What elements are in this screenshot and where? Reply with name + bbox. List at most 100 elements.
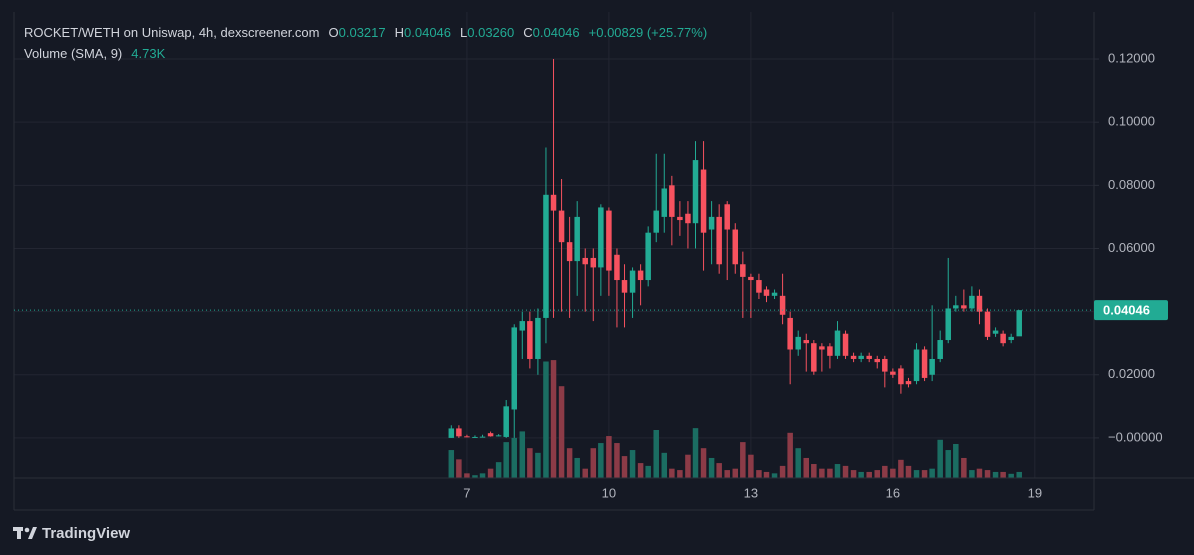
symbol: ROCKET/WETH on Uniswap, 4h, dexscreener.…	[24, 25, 320, 40]
candle-body	[921, 349, 928, 378]
volume-bar	[708, 457, 715, 478]
candle-body	[550, 194, 557, 211]
candle-body	[874, 358, 880, 363]
candle-body	[629, 270, 636, 293]
x-tick-label: 7	[463, 485, 470, 500]
volume-bar	[582, 468, 588, 478]
last-price-box	[1094, 300, 1168, 321]
volume-bar	[543, 361, 549, 478]
volume-value: 4.73K	[131, 46, 166, 61]
volume-bar	[614, 443, 620, 478]
volume-bar	[448, 450, 455, 478]
candle-body	[819, 346, 825, 350]
volume-bar	[511, 437, 517, 478]
candle-body	[882, 358, 888, 372]
candle-body	[685, 213, 691, 224]
candle-body	[771, 292, 778, 296]
y-tick-label: 0.10000	[1108, 114, 1155, 129]
candle-body	[598, 207, 604, 268]
candle-body	[621, 280, 628, 293]
candle-body	[708, 216, 715, 230]
candle-body	[582, 257, 588, 265]
volume-bar	[961, 457, 967, 478]
volume-bar	[850, 470, 857, 478]
volume-bar	[661, 452, 668, 478]
candle-body	[748, 276, 754, 281]
candle-body	[756, 280, 762, 293]
candle-body	[535, 317, 541, 359]
volume-bar	[834, 464, 841, 478]
candle-body	[724, 204, 730, 230]
candle-body	[945, 308, 951, 341]
x-tick-label: 16	[886, 485, 900, 500]
candle-body	[464, 436, 470, 438]
plot	[448, 59, 1022, 478]
c-label: C	[523, 25, 533, 40]
legend-row: ROCKET/WETH on Uniswap, 4h, dexscreener.…	[24, 25, 707, 40]
volume-bar	[921, 470, 928, 478]
volume-bar	[716, 463, 722, 478]
volume-bar	[606, 436, 612, 478]
candle-body	[929, 358, 935, 375]
volume-bar	[866, 471, 872, 478]
candle-body	[858, 355, 864, 359]
candle-body	[653, 210, 659, 233]
logo-icon	[13, 527, 37, 539]
volume-bar	[700, 448, 707, 478]
volume-bar	[574, 457, 580, 478]
x-tick-label: 13	[744, 485, 758, 500]
volume-bar	[558, 386, 565, 478]
volume-label: Volume (SMA, 9)	[24, 46, 123, 61]
candle-body	[448, 428, 455, 438]
last-price-label: 0.04046	[1103, 303, 1150, 318]
volume-bar	[464, 473, 470, 478]
volume-bar	[898, 459, 904, 478]
candle-body	[574, 216, 580, 262]
candle-body	[913, 349, 920, 382]
candle-body	[558, 210, 565, 243]
volume-bar	[724, 470, 730, 478]
volume-bar	[472, 475, 478, 478]
candle-body	[779, 295, 786, 315]
volume-bar	[913, 470, 920, 478]
candle-body	[763, 289, 770, 296]
volume-bar	[890, 468, 896, 478]
volume-bar	[1016, 471, 1022, 478]
volume-bar	[1008, 473, 1014, 478]
volume-bar	[732, 468, 739, 478]
candle-body	[834, 330, 841, 356]
candle-body	[961, 305, 967, 309]
h-label: H	[394, 25, 405, 40]
o-value: 0.03217	[338, 25, 386, 40]
volume-bar	[811, 464, 817, 478]
candle-body	[937, 340, 943, 359]
candle-body	[456, 428, 462, 437]
y-tick-label: 0.08000	[1108, 177, 1155, 192]
volume-bar	[677, 470, 683, 478]
candle-body	[890, 371, 896, 375]
volume-bar	[685, 454, 691, 478]
candle-body	[645, 232, 651, 281]
candle-body	[669, 185, 675, 217]
volume-bar	[905, 465, 912, 478]
volume-bar	[503, 442, 509, 478]
volume-bar	[953, 443, 959, 478]
candle-body	[716, 216, 722, 265]
volume-bar	[621, 456, 628, 478]
volume-bar	[756, 470, 762, 478]
volume-bar	[566, 448, 573, 478]
volume-bar	[590, 448, 597, 478]
volume-bar	[748, 454, 754, 478]
volume-bar	[598, 443, 604, 478]
volume-bar	[771, 473, 778, 478]
candle-body	[700, 169, 707, 233]
volume-legend: Volume (SMA, 9) 4.73K	[24, 46, 165, 61]
candle-body	[842, 333, 849, 356]
y-tick-label: 0.02000	[1108, 366, 1155, 381]
volume-bar	[1000, 471, 1006, 478]
volume-bar	[984, 470, 991, 478]
h-value: 0.04046	[404, 25, 452, 40]
candle-body	[787, 317, 793, 350]
